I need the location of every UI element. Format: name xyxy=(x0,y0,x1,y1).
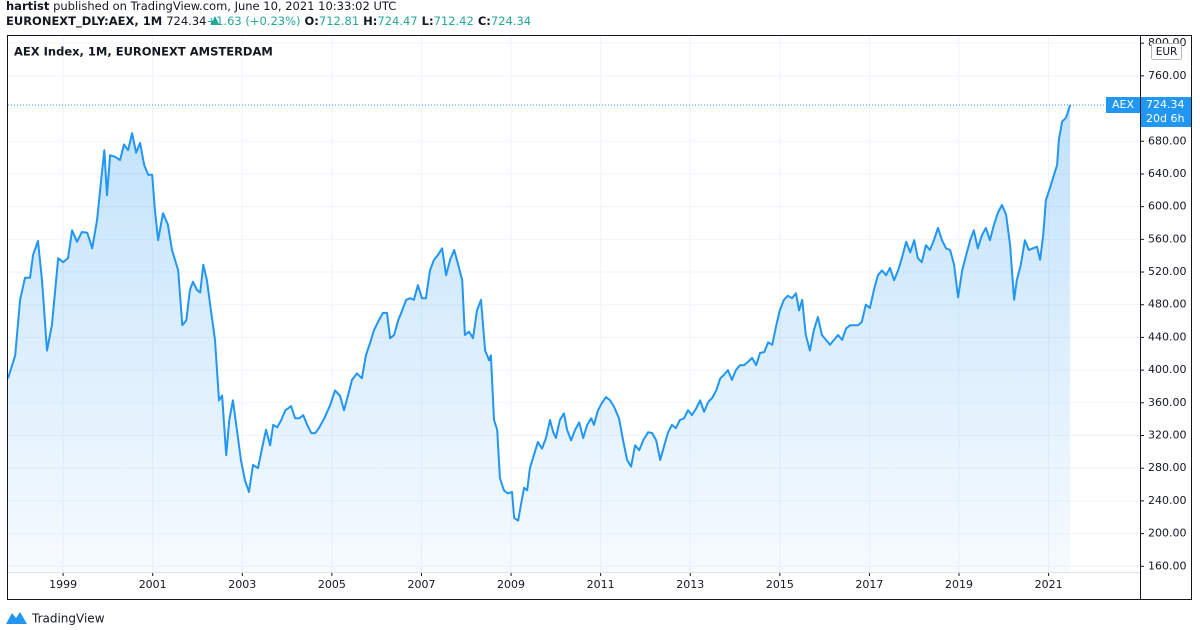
y-tick-label: 680.00 xyxy=(1148,134,1187,147)
y-tick-label: 440.00 xyxy=(1148,330,1187,343)
x-tick-label: 2007 xyxy=(407,578,435,591)
y-tick-label: 280.00 xyxy=(1148,461,1187,474)
change: +1.63 (+0.23%) xyxy=(206,14,300,28)
y-tick-label: 360.00 xyxy=(1148,396,1187,409)
ohlc-value: 724.47 xyxy=(377,14,417,28)
y-tick-label: 400.00 xyxy=(1148,363,1187,376)
brand: TradingView xyxy=(31,612,105,626)
last-price-label: 724.34 xyxy=(1146,98,1185,111)
logo-icon xyxy=(6,612,27,624)
y-tick-label: 200.00 xyxy=(1148,527,1187,540)
area-fill xyxy=(8,105,1071,572)
ohlc-label: C: xyxy=(478,14,491,28)
published: published on TradingView.com, June 10, 2… xyxy=(53,0,396,13)
last-price-tag xyxy=(1141,97,1191,128)
symbol: EURONEXT_DLY:AEX, 1M xyxy=(6,14,162,29)
ohlc-value: 712.42 xyxy=(434,14,474,28)
y-tick-label: 640.00 xyxy=(1148,167,1187,180)
chart-title: AEX Index, 1M, EURONEXT AMSTERDAM xyxy=(14,45,273,59)
header-line: hartist published on TradingView.com, Ju… xyxy=(6,0,396,13)
plot xyxy=(7,104,1140,572)
author: hartist xyxy=(6,0,50,13)
y-tick-label: 320.00 xyxy=(1148,429,1187,442)
ohlc-label: L: xyxy=(422,14,434,28)
x-tick-label: 2015 xyxy=(766,578,794,591)
x-tick-label: 2021 xyxy=(1035,578,1063,591)
price-line xyxy=(7,104,1072,522)
y-tick-label: 560.00 xyxy=(1148,232,1187,245)
series-tag-label: AEX xyxy=(1112,98,1134,111)
x-tick-label: 2017 xyxy=(855,578,883,591)
axes: 160.00 200.00 240.00 280.00 320.00 360.00 400.… xyxy=(49,36,1186,591)
x-tick-label: 1999 xyxy=(49,578,77,591)
unit-badge xyxy=(1151,43,1182,60)
countdown: 20d 6h xyxy=(1146,112,1184,125)
x-tick-label: 2009 xyxy=(497,578,525,591)
footer-logo: TradingView xyxy=(6,612,105,626)
ohlc-value: 724.34 xyxy=(491,14,531,28)
x-tick-label: 2019 xyxy=(945,578,973,591)
y-tick-label: 760.00 xyxy=(1148,69,1187,82)
x-tick-label: 2011 xyxy=(587,578,615,591)
ohlc-label: H: xyxy=(363,14,377,28)
ohlc-value: 712.81 xyxy=(319,14,359,28)
y-tick-label: 480.00 xyxy=(1148,298,1187,311)
y-tick-label: 240.00 xyxy=(1148,494,1187,507)
y-tick-label: 520.00 xyxy=(1148,265,1187,278)
up-arrow xyxy=(210,16,220,25)
frame xyxy=(7,35,1192,600)
x-tick-label: 2003 xyxy=(228,578,256,591)
x-tick-label: 2005 xyxy=(318,578,346,591)
ohlc-label: O: xyxy=(305,14,319,28)
symbol-line: EURONEXT_DLY:AEX, 1M 724.34+1.63 (+0.23%)… xyxy=(6,14,531,29)
last-price: 724.34 xyxy=(166,14,206,28)
x-tick-label: 2013 xyxy=(676,578,704,591)
unit-label: EUR xyxy=(1156,46,1178,58)
y-tick-label: 160.00 xyxy=(1148,559,1187,572)
x-tick-label: 2001 xyxy=(139,578,167,591)
y-tick-label: 600.00 xyxy=(1148,200,1187,213)
series-tag xyxy=(1106,97,1140,114)
